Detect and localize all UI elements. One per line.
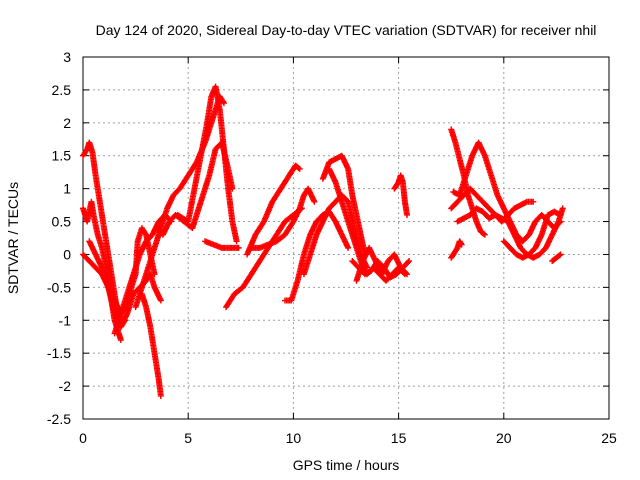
data-point xyxy=(157,297,164,304)
y-tick-label: -1.5 xyxy=(47,345,71,361)
y-tick-label: -2 xyxy=(59,378,72,394)
y-tick-labels: 3 2.5 2 1.5 1 0.5 0 -0.5 -1 -1.5 -2 -2.5 xyxy=(47,49,71,427)
data-point xyxy=(406,258,413,265)
y-tick-label: 0.5 xyxy=(52,214,72,230)
y-tick-label: 3 xyxy=(63,49,71,65)
data-point xyxy=(530,198,537,205)
y-tick-label: 0 xyxy=(63,246,71,262)
series-s14 xyxy=(281,208,352,304)
chart-title: Day 124 of 2020, Sidereal Day-to-day VTE… xyxy=(96,22,597,38)
plot-border xyxy=(82,56,610,420)
x-axis-label: GPS time / hours xyxy=(293,457,400,473)
series-s25 xyxy=(448,238,465,261)
axis-ticks xyxy=(82,56,610,420)
series-s13 xyxy=(244,162,303,258)
y-tick-label: 2 xyxy=(63,115,71,131)
data-point xyxy=(458,241,465,248)
data-point xyxy=(481,231,488,238)
x-tick-label: 20 xyxy=(496,430,512,446)
data-point xyxy=(235,244,242,251)
data-point xyxy=(345,244,352,251)
data-point xyxy=(233,238,240,245)
series-s20 xyxy=(391,172,411,218)
data-points xyxy=(80,83,566,399)
series-s12 xyxy=(248,185,318,251)
data-point xyxy=(296,165,303,172)
series-s26 xyxy=(500,208,564,261)
series-s10 xyxy=(202,238,242,251)
y-tick-label: 1 xyxy=(63,181,71,197)
data-point xyxy=(311,198,318,205)
data-point xyxy=(458,240,465,247)
x-tick-labels: 0 5 10 15 20 25 xyxy=(79,430,617,446)
y-tick-label: 1.5 xyxy=(52,148,72,164)
y-tick-label: -2.5 xyxy=(47,411,71,427)
series-s24 xyxy=(454,205,566,261)
x-tick-label: 25 xyxy=(601,430,617,446)
data-point xyxy=(405,259,412,266)
y-tick-label: -1 xyxy=(59,312,72,328)
data-point xyxy=(557,211,564,218)
y-tick-label: 2.5 xyxy=(52,82,72,98)
data-point xyxy=(556,252,563,259)
x-tick-label: 10 xyxy=(286,430,302,446)
data-point xyxy=(557,251,564,258)
y-tick-label: -0.5 xyxy=(47,279,71,295)
series-s9 xyxy=(174,83,240,245)
x-tick-label: 15 xyxy=(391,430,407,446)
data-point xyxy=(220,100,227,107)
x-tick-label: 0 xyxy=(79,430,87,446)
grid-lines xyxy=(83,57,609,419)
data-point xyxy=(157,392,164,399)
series-s19 xyxy=(353,244,411,284)
data-point xyxy=(404,211,411,218)
data-point xyxy=(402,270,409,277)
data-point xyxy=(295,165,302,172)
data-point xyxy=(404,271,411,278)
series-s15 xyxy=(300,192,371,278)
series-s27 xyxy=(549,251,564,265)
series-s5 xyxy=(138,290,164,399)
data-point xyxy=(480,230,487,237)
data-point xyxy=(559,205,566,212)
x-tick-label: 5 xyxy=(184,430,192,446)
series-s7 xyxy=(132,93,227,311)
y-axis-label: SDTVAR / TECUs xyxy=(5,182,21,294)
data-point xyxy=(117,337,124,344)
